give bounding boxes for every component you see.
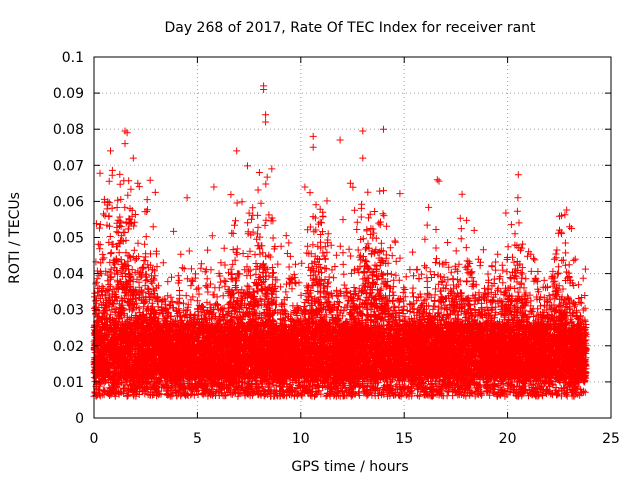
axes: 0 0.01 0.02 0.03 0.04 0.05 0.06 0.07 0.08 0.09 0.1… [53,50,620,447]
data-point-markers [90,82,590,400]
y-tick-label: 0.1 [62,50,84,66]
y-tick-label: 0 [75,411,84,427]
x-axis-label: GPS time / hours [291,459,408,475]
chart-title: Day 268 of 2017, Rate Of TEC Index for r… [164,20,536,36]
y-tick-label: 0.06 [53,194,84,210]
x-tick-label: 0 [90,431,99,447]
y-tick-label: 0.08 [53,122,84,138]
y-tick-label: 0.02 [53,339,84,355]
y-tick-label: 0.01 [53,375,84,391]
x-tick-label: 15 [395,431,413,447]
x-tick-label: 5 [193,431,202,447]
x-tick-label: 20 [499,431,517,447]
x-tick-label: 10 [292,431,310,447]
scatter-points [90,82,590,400]
y-tick-label: 0.07 [53,158,84,174]
y-tick-label: 0.03 [53,303,84,319]
y-tick-label: 0.04 [53,267,84,283]
y-axis-label: ROTI / TECUs [7,192,23,284]
y-tick-label: 0.09 [53,86,84,102]
x-tick-label: 25 [602,431,620,447]
plot-frame [93,56,612,419]
y-tick-label: 0.05 [53,231,84,247]
